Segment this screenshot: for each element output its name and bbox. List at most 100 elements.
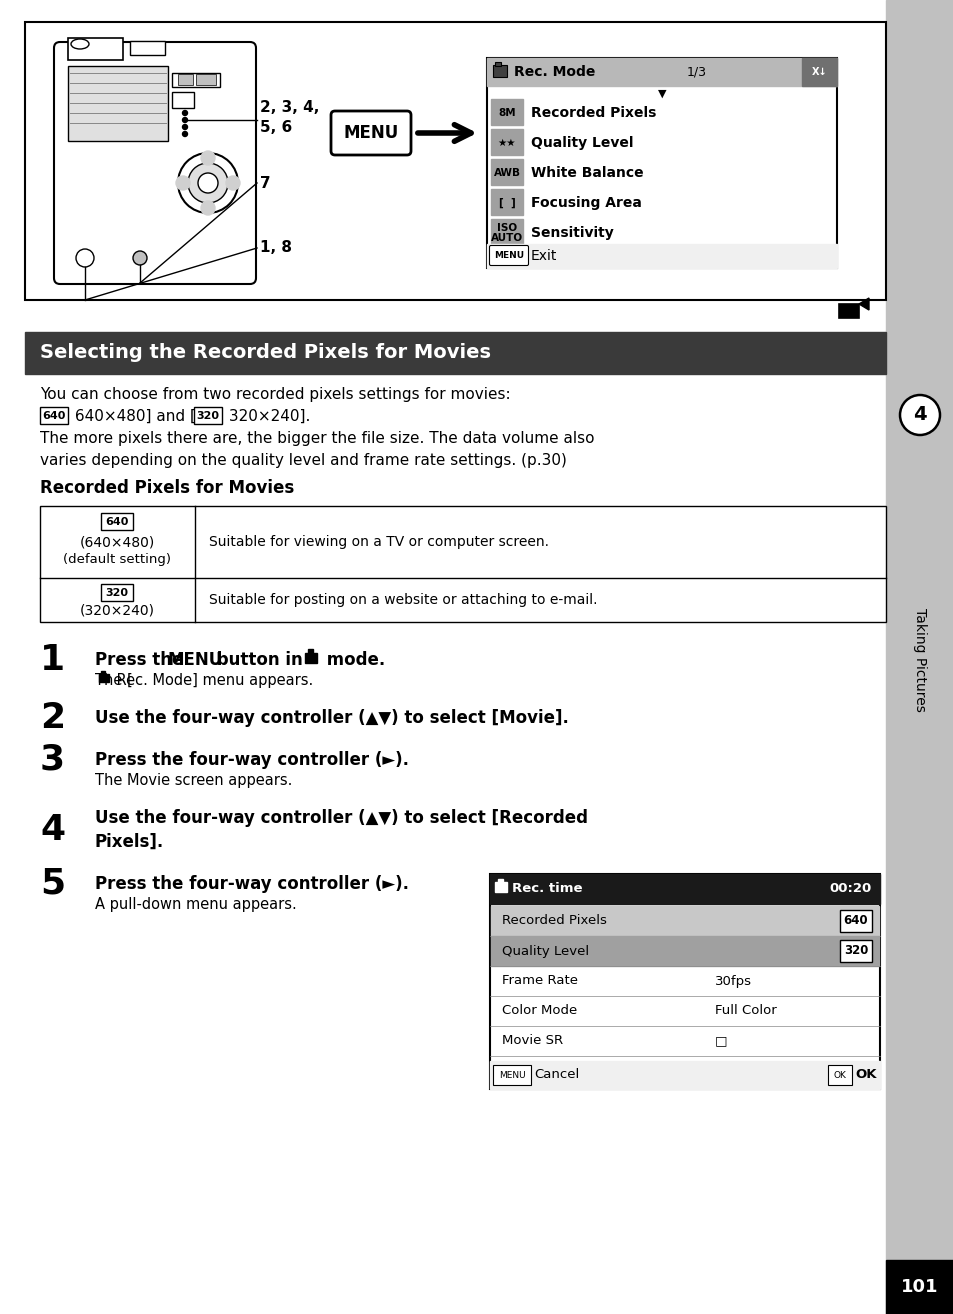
Text: 320: 320: [196, 411, 219, 420]
Text: MENU: MENU: [494, 251, 523, 260]
Text: (320×240): (320×240): [79, 603, 154, 618]
Text: OK: OK: [854, 1068, 876, 1081]
Bar: [495, 882, 506, 892]
Text: AWB: AWB: [493, 168, 520, 177]
Text: Use the four-way controller (▲▼) to select [Recorded: Use the four-way controller (▲▼) to sele…: [95, 809, 587, 827]
Text: 5: 5: [40, 867, 65, 901]
Bar: [40, 506, 885, 622]
Text: 5, 6: 5, 6: [260, 121, 292, 135]
Text: White Balance: White Balance: [531, 166, 643, 180]
Text: ★★: ★★: [497, 138, 516, 148]
Circle shape: [175, 176, 190, 191]
Text: mode.: mode.: [320, 650, 385, 669]
Bar: [827, 1066, 851, 1085]
Circle shape: [76, 248, 94, 267]
Text: Press the four-way controller (►).: Press the four-way controller (►).: [95, 875, 409, 894]
Bar: [493, 1066, 531, 1085]
Text: Rec. Mode] menu appears.: Rec. Mode] menu appears.: [112, 673, 313, 687]
Bar: [25, 22, 885, 300]
Text: [  ]: [ ]: [498, 198, 515, 208]
Bar: [840, 911, 871, 932]
Text: MENU: MENU: [168, 650, 223, 669]
Bar: [178, 74, 193, 85]
Bar: [490, 1060, 879, 1089]
Bar: [305, 653, 316, 664]
Text: Suitable for viewing on a TV or computer screen.: Suitable for viewing on a TV or computer…: [209, 535, 548, 549]
Bar: [497, 879, 502, 883]
FancyBboxPatch shape: [331, 110, 411, 155]
Text: 640: 640: [842, 915, 867, 928]
Text: 30fps: 30fps: [714, 975, 751, 988]
Text: 640: 640: [105, 516, 129, 527]
FancyBboxPatch shape: [489, 246, 528, 265]
Bar: [490, 874, 879, 1089]
Text: 4: 4: [40, 813, 65, 848]
Bar: [801, 58, 836, 85]
Bar: [486, 244, 836, 268]
Text: Rec. time: Rec. time: [512, 883, 582, 896]
Circle shape: [182, 117, 188, 122]
Bar: [840, 940, 871, 962]
Text: (default setting): (default setting): [63, 553, 171, 566]
Text: 101: 101: [901, 1279, 938, 1296]
Text: A pull-down menu appears.: A pull-down menu appears.: [95, 896, 296, 912]
Bar: [490, 874, 879, 904]
Text: Color Mode: Color Mode: [501, 1004, 577, 1017]
Circle shape: [132, 251, 147, 265]
Text: MENU: MENU: [343, 124, 398, 142]
Circle shape: [182, 131, 188, 137]
Bar: [68, 66, 168, 141]
Text: 7: 7: [260, 176, 271, 191]
Circle shape: [899, 396, 939, 435]
Bar: [99, 674, 109, 682]
Bar: [101, 512, 132, 530]
Circle shape: [182, 110, 188, 116]
Circle shape: [182, 125, 188, 130]
Text: 4: 4: [912, 406, 926, 424]
Text: Suitable for posting on a website or attaching to e-mail.: Suitable for posting on a website or att…: [209, 593, 597, 607]
Bar: [495, 62, 500, 66]
Bar: [101, 671, 105, 675]
Bar: [491, 99, 522, 125]
Circle shape: [178, 152, 237, 213]
Text: Quality Level: Quality Level: [531, 137, 633, 150]
Bar: [486, 58, 836, 268]
Text: The more pixels there are, the bigger the file size. The data volume also: The more pixels there are, the bigger th…: [40, 431, 594, 445]
Text: Movie SR: Movie SR: [501, 1034, 562, 1047]
Bar: [25, 332, 885, 374]
Text: 1: 1: [40, 643, 65, 677]
Bar: [885, 0, 953, 1314]
Text: OK: OK: [833, 1071, 845, 1080]
Text: 640×480] and [: 640×480] and [: [70, 409, 195, 423]
Circle shape: [843, 306, 853, 315]
Bar: [172, 92, 193, 108]
FancyBboxPatch shape: [54, 42, 255, 284]
Bar: [195, 74, 215, 85]
Text: Sensitivity: Sensitivity: [531, 226, 613, 240]
Circle shape: [198, 173, 218, 193]
Text: Press the: Press the: [95, 650, 189, 669]
Text: Use the four-way controller (▲▼) to select [Movie].: Use the four-way controller (▲▼) to sele…: [95, 710, 568, 727]
Text: 1, 8: 1, 8: [260, 240, 292, 255]
Text: 1/3: 1/3: [686, 66, 706, 79]
Bar: [130, 41, 165, 55]
Bar: [838, 304, 858, 318]
Bar: [491, 219, 522, 244]
Text: 3: 3: [40, 742, 65, 777]
Text: 320: 320: [842, 945, 867, 958]
Text: 00:20: 00:20: [829, 883, 871, 896]
Bar: [308, 649, 313, 654]
Bar: [491, 159, 522, 185]
Circle shape: [188, 163, 228, 202]
Text: Recorded Pixels for Movies: Recorded Pixels for Movies: [40, 480, 294, 497]
Bar: [491, 936, 878, 966]
Text: ▼: ▼: [657, 89, 665, 99]
Bar: [172, 74, 220, 87]
Text: 2, 3, 4,: 2, 3, 4,: [260, 100, 319, 116]
Circle shape: [201, 151, 214, 166]
Text: 320: 320: [106, 587, 129, 598]
Circle shape: [201, 201, 214, 215]
Text: 8M: 8M: [497, 108, 516, 118]
Text: Focusing Area: Focusing Area: [531, 196, 641, 210]
Text: Rec. Mode: Rec. Mode: [514, 64, 595, 79]
